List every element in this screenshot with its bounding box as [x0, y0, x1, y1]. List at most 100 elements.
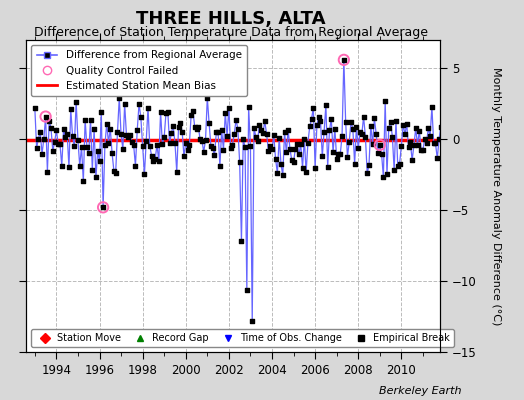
Point [340, 57, 348, 63]
Point [266, 143, 275, 149]
Point [415, 127, 423, 134]
Point [144, 105, 152, 111]
Point [104, 139, 113, 146]
Point [345, 138, 354, 145]
Point [176, 120, 184, 126]
Point [394, 163, 402, 169]
Point [108, 150, 116, 156]
Point [210, 152, 219, 158]
Point [212, 129, 221, 136]
Point [376, 142, 384, 148]
Point [140, 171, 149, 178]
Point [311, 165, 319, 171]
Point [376, 142, 384, 148]
Point [279, 172, 287, 178]
Y-axis label: Monthly Temperature Anomaly Difference (°C): Monthly Temperature Anomaly Difference (… [490, 67, 500, 325]
Point [421, 135, 429, 142]
Point [88, 166, 96, 173]
Point [97, 109, 105, 116]
Point [316, 118, 325, 124]
Text: Berkeley Earth: Berkeley Earth [379, 386, 461, 396]
Point [313, 122, 321, 128]
Point [214, 129, 222, 135]
Point [282, 149, 290, 156]
Point [228, 141, 237, 148]
Point [209, 145, 217, 151]
Point [70, 143, 79, 150]
Point [196, 136, 204, 143]
Point [126, 132, 134, 138]
Point [103, 120, 111, 127]
Point [99, 204, 107, 210]
Point [106, 126, 114, 132]
Point [243, 286, 251, 293]
Point [268, 146, 276, 152]
Point [259, 129, 267, 136]
Point [110, 168, 118, 174]
Point [178, 128, 187, 135]
Point [325, 127, 334, 134]
Point [225, 104, 233, 111]
Point [86, 116, 95, 123]
Point [133, 127, 141, 133]
Point [52, 127, 61, 133]
Point [291, 146, 300, 152]
Point [386, 119, 395, 125]
Point [385, 124, 393, 131]
Point [192, 126, 201, 132]
Point [304, 140, 312, 146]
Point [305, 123, 314, 130]
Point [396, 161, 404, 167]
Point [410, 142, 418, 148]
Point [149, 158, 158, 164]
Point [45, 117, 53, 124]
Point [334, 151, 343, 158]
Point [142, 138, 150, 144]
Point [129, 142, 138, 148]
Point [331, 125, 339, 132]
Point [284, 127, 292, 133]
Point [156, 108, 165, 115]
Point [180, 153, 188, 160]
Point [147, 152, 156, 159]
Point [372, 131, 380, 138]
Point [264, 148, 272, 154]
Point [93, 148, 102, 155]
Point [206, 142, 215, 149]
Point [408, 157, 417, 164]
Point [230, 130, 238, 137]
Point [239, 136, 247, 142]
Point [216, 163, 224, 169]
Point [155, 158, 163, 164]
Point [352, 124, 361, 130]
Point [200, 148, 208, 155]
Point [370, 115, 379, 122]
Point [435, 136, 443, 142]
Point [388, 133, 397, 140]
Point [300, 136, 309, 142]
Point [232, 117, 240, 123]
Point [422, 140, 431, 146]
Point [329, 149, 337, 155]
Point [90, 126, 99, 133]
Point [379, 174, 388, 180]
Point [381, 98, 389, 104]
Point [166, 140, 174, 146]
Point [226, 144, 235, 151]
Point [99, 204, 107, 210]
Point [84, 150, 93, 156]
Point [160, 134, 168, 140]
Point [198, 138, 206, 144]
Point [65, 164, 73, 171]
Point [135, 101, 143, 107]
Point [327, 116, 335, 122]
Point [117, 131, 125, 138]
Point [78, 144, 86, 150]
Point [223, 133, 231, 140]
Point [411, 125, 420, 132]
Point [189, 108, 197, 114]
Point [241, 144, 249, 150]
Point [430, 140, 438, 146]
Point [359, 114, 368, 120]
Point [424, 125, 432, 132]
